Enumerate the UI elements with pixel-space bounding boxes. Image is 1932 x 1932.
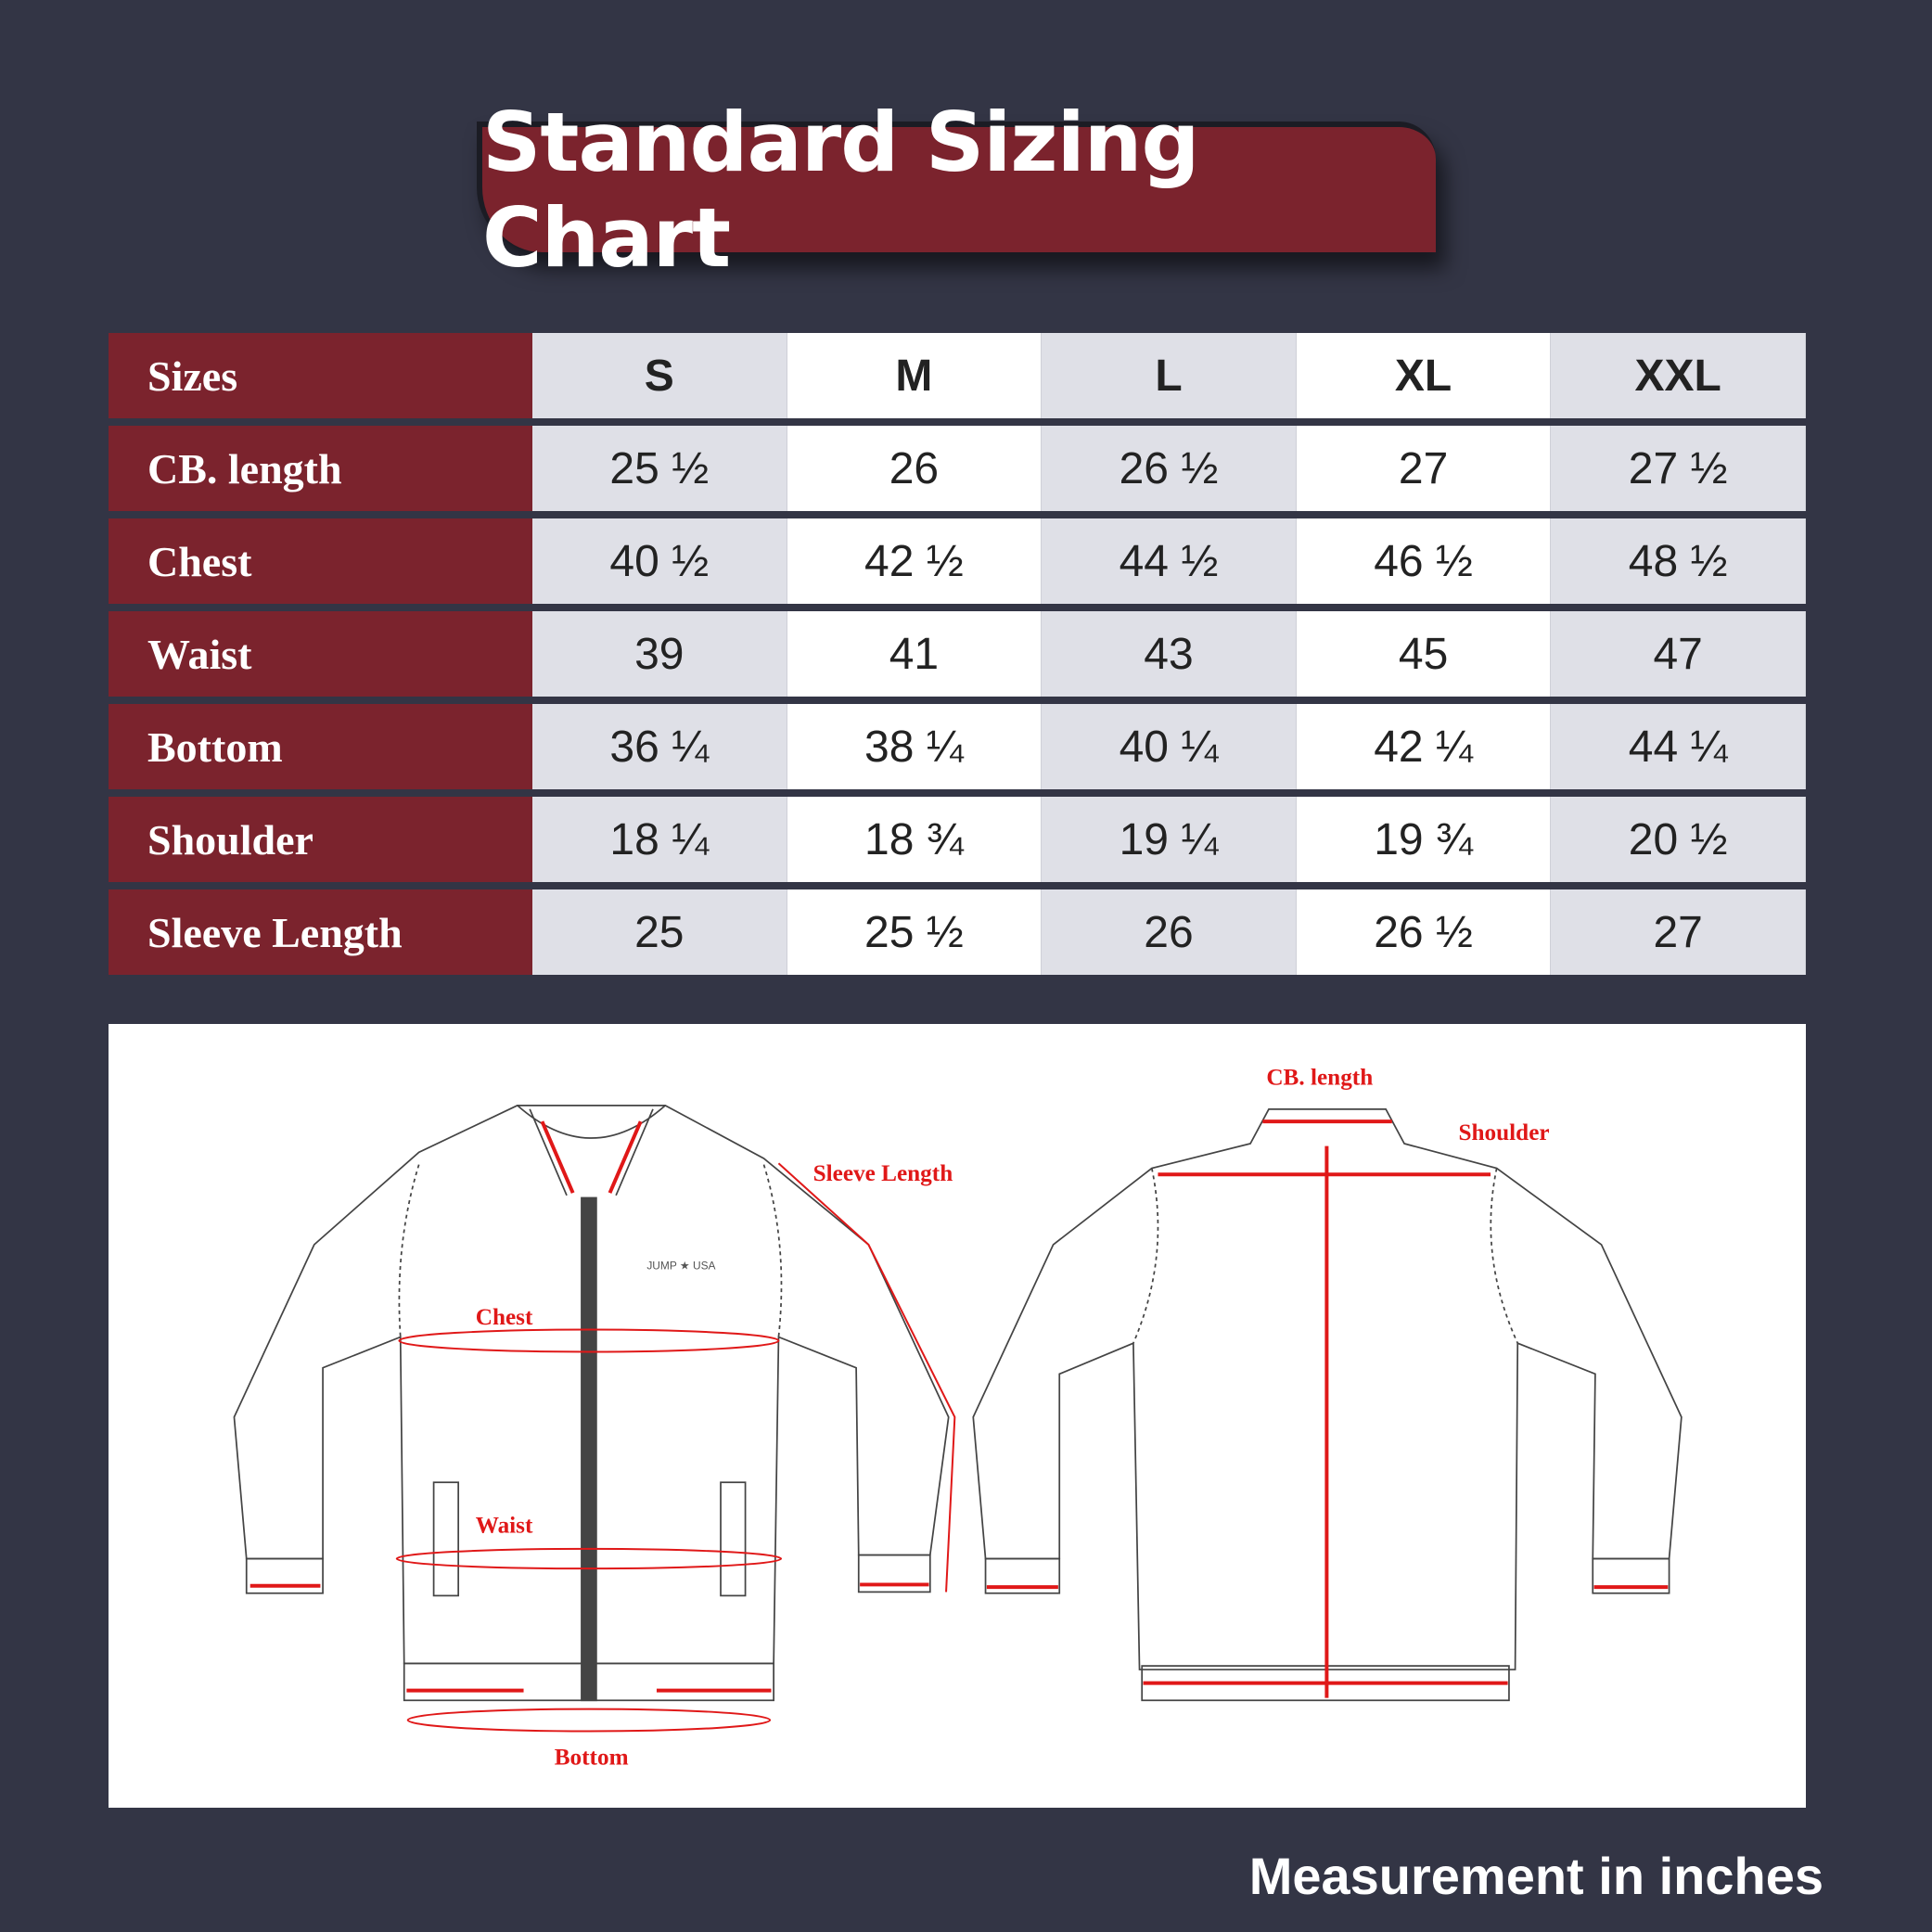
- measure-value: 19 ¼: [1042, 797, 1297, 882]
- logo-text: JUMP ★ USA: [646, 1259, 715, 1272]
- table-row: Bottom 36 ¼ 38 ¼ 40 ¼ 42 ¼ 44 ¼: [109, 704, 1806, 789]
- measure-label: Sleeve Length: [109, 889, 532, 975]
- measure-value: 44 ½: [1042, 518, 1297, 604]
- measure-value: 25 ½: [532, 426, 787, 511]
- measure-value: 40 ½: [532, 518, 787, 604]
- measure-value: 26 ½: [1296, 889, 1552, 975]
- waist-label: Waist: [476, 1514, 533, 1539]
- measure-value: 46 ½: [1296, 518, 1552, 604]
- bottom-label: Bottom: [555, 1745, 629, 1770]
- measure-value: 26 ½: [1042, 426, 1297, 511]
- sleeve-length-label: Sleeve Length: [813, 1161, 953, 1186]
- measure-value: 26: [1042, 889, 1297, 975]
- title-banner: Standard Sizing Chart: [477, 95, 1436, 286]
- cb-length-label: CB. length: [1266, 1065, 1373, 1090]
- table-row: Waist 39 41 43 45 47: [109, 611, 1806, 697]
- page-title: Standard Sizing Chart: [482, 94, 1199, 286]
- jacket-diagram: JUMP ★ USA Sleeve Length Chest Waist Bot…: [233, 1065, 1683, 1770]
- measure-value: 18 ¾: [787, 797, 1043, 882]
- measure-label: Bottom: [109, 704, 532, 789]
- measure-value: 38 ¼: [787, 704, 1043, 789]
- measure-value: 47: [1551, 611, 1806, 697]
- table-header-row: Sizes S M L XL XXL: [109, 333, 1806, 418]
- measure-label: Chest: [109, 518, 532, 604]
- measure-value: 18 ¼: [532, 797, 787, 882]
- measure-value: 19 ¾: [1296, 797, 1552, 882]
- size-header: L: [1042, 333, 1297, 418]
- table-row: Shoulder 18 ¼ 18 ¾ 19 ¼ 19 ¾ 20 ½: [109, 797, 1806, 882]
- measure-value: 36 ¼: [532, 704, 787, 789]
- back-jacket: CB. length Shoulder: [972, 1065, 1683, 1702]
- measure-value: 41: [787, 611, 1043, 697]
- measure-value: 48 ½: [1551, 518, 1806, 604]
- jacket-diagram-panel: JUMP ★ USA Sleeve Length Chest Waist Bot…: [109, 1024, 1806, 1808]
- measure-value: 27: [1551, 889, 1806, 975]
- measure-value: 27 ½: [1551, 426, 1806, 511]
- size-header: XL: [1296, 333, 1552, 418]
- size-header: XXL: [1551, 333, 1806, 418]
- measure-label: Waist: [109, 611, 532, 697]
- size-header: M: [787, 333, 1043, 418]
- shoulder-label: Shoulder: [1459, 1120, 1550, 1145]
- table-row: CB. length 25 ½ 26 26 ½ 27 27 ½: [109, 426, 1806, 511]
- front-jacket: JUMP ★ USA Sleeve Length Chest Waist Bot…: [233, 1104, 956, 1770]
- measure-value: 26: [787, 426, 1043, 511]
- measure-value: 45: [1296, 611, 1552, 697]
- size-header: S: [532, 333, 787, 418]
- table-row: Sleeve Length 25 25 ½ 26 26 ½ 27: [109, 889, 1806, 975]
- measure-value: 44 ¼: [1551, 704, 1806, 789]
- measure-value: 39: [532, 611, 787, 697]
- measure-value: 43: [1042, 611, 1297, 697]
- measure-value: 42 ¼: [1296, 704, 1552, 789]
- chest-label: Chest: [476, 1305, 533, 1330]
- measure-value: 25 ½: [787, 889, 1043, 975]
- measure-value: 42 ½: [787, 518, 1043, 604]
- measure-label: CB. length: [109, 426, 532, 511]
- measure-value: 25: [532, 889, 787, 975]
- table-row: Chest 40 ½ 42 ½ 44 ½ 46 ½ 48 ½: [109, 518, 1806, 604]
- header-label: Sizes: [109, 333, 532, 418]
- measure-value: 27: [1296, 426, 1552, 511]
- measure-label: Shoulder: [109, 797, 532, 882]
- measurement-unit-note: Measurement in inches: [1248, 1847, 1823, 1905]
- measure-value: 20 ½: [1551, 797, 1806, 882]
- measure-value: 40 ¼: [1042, 704, 1297, 789]
